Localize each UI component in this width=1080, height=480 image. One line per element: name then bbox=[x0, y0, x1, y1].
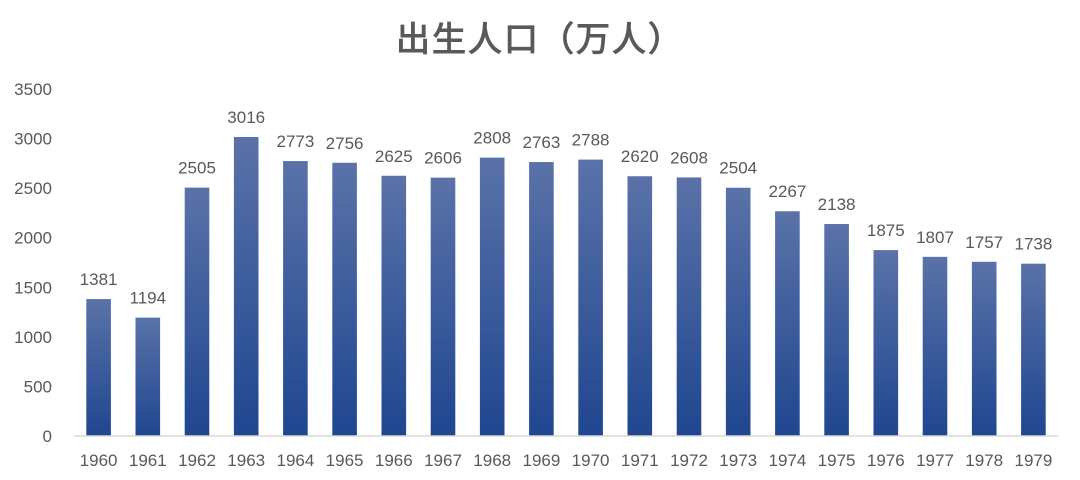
data-label: 3016 bbox=[227, 108, 265, 127]
bars: 1381 1194 2505 3016 2773 2756 2625 2606 2808 2763… bbox=[80, 108, 1052, 437]
x-tick-label: 1960 bbox=[80, 451, 118, 470]
y-tick-label: 0 bbox=[43, 427, 52, 446]
data-label: 2608 bbox=[670, 148, 708, 167]
bar bbox=[971, 261, 997, 436]
x-tick-label: 1973 bbox=[719, 451, 757, 470]
bar bbox=[676, 177, 702, 436]
x-tick-label: 1964 bbox=[276, 451, 314, 470]
bar bbox=[725, 187, 751, 436]
bar bbox=[1021, 263, 1046, 436]
bar bbox=[86, 299, 111, 436]
y-tick-label: 2000 bbox=[14, 229, 52, 248]
bar bbox=[873, 250, 899, 436]
data-label: 1194 bbox=[130, 289, 167, 308]
data-label: 1807 bbox=[916, 228, 954, 247]
data-label: 2267 bbox=[768, 182, 806, 201]
y-axis: 0 500 1000 1500 2000 2500 3000 3500 bbox=[14, 80, 52, 446]
x-tick-label: 1977 bbox=[916, 451, 954, 470]
data-label: 2138 bbox=[818, 195, 856, 214]
x-tick-label: 1968 bbox=[473, 451, 511, 470]
data-label: 2756 bbox=[326, 134, 364, 153]
data-label: 2504 bbox=[719, 159, 757, 178]
y-tick-label: 1500 bbox=[14, 278, 52, 297]
y-tick-label: 3000 bbox=[14, 130, 52, 149]
data-label: 2773 bbox=[276, 132, 314, 151]
bar bbox=[824, 224, 849, 436]
bar bbox=[135, 317, 161, 436]
x-tick-label: 1963 bbox=[227, 451, 265, 470]
x-axis: 1960 1961 1962 1963 1964 1965 1966 1967 1968 1969… bbox=[74, 435, 1058, 470]
x-tick-label: 1971 bbox=[621, 451, 659, 470]
x-tick-label: 1962 bbox=[178, 451, 216, 470]
data-label: 2625 bbox=[375, 147, 413, 166]
bar bbox=[283, 161, 308, 437]
x-tick-label: 1976 bbox=[867, 451, 905, 470]
x-tick-label: 1965 bbox=[326, 451, 364, 470]
x-tick-label: 1969 bbox=[522, 451, 560, 470]
data-label: 1381 bbox=[80, 270, 118, 289]
y-tick-label: 2500 bbox=[14, 179, 52, 198]
bar bbox=[233, 136, 259, 436]
bar bbox=[529, 162, 554, 436]
x-tick-label: 1979 bbox=[1014, 451, 1052, 470]
x-tick-label: 1961 bbox=[129, 451, 167, 470]
x-tick-label: 1966 bbox=[375, 451, 413, 470]
data-label: 1738 bbox=[1014, 235, 1052, 254]
x-tick-label: 1975 bbox=[818, 451, 856, 470]
bar bbox=[922, 256, 948, 436]
x-tick-label: 1978 bbox=[965, 451, 1003, 470]
bar bbox=[627, 176, 653, 436]
x-tick-label: 1967 bbox=[424, 451, 462, 470]
y-tick-label: 3500 bbox=[14, 80, 52, 99]
data-label: 2620 bbox=[621, 147, 659, 166]
y-tick-label: 1000 bbox=[14, 328, 52, 347]
data-label: 2606 bbox=[424, 149, 462, 168]
bar bbox=[184, 187, 210, 436]
data-label: 1757 bbox=[965, 233, 1003, 252]
data-label: 2763 bbox=[522, 133, 560, 152]
x-tick-label: 1972 bbox=[670, 451, 708, 470]
bar bbox=[479, 157, 505, 436]
data-label: 2808 bbox=[473, 129, 511, 148]
y-tick-label: 500 bbox=[24, 377, 52, 396]
x-tick-label: 1974 bbox=[768, 451, 806, 470]
data-label: 1875 bbox=[867, 221, 905, 240]
bar bbox=[430, 177, 456, 436]
x-tick-label: 1970 bbox=[572, 451, 610, 470]
chart-title: 出生人口（万人） bbox=[396, 20, 684, 60]
bar bbox=[381, 175, 407, 436]
data-label: 2505 bbox=[178, 159, 216, 178]
bar bbox=[775, 211, 800, 436]
data-label: 2788 bbox=[572, 131, 610, 150]
bar bbox=[578, 159, 603, 436]
bar bbox=[332, 162, 357, 437]
